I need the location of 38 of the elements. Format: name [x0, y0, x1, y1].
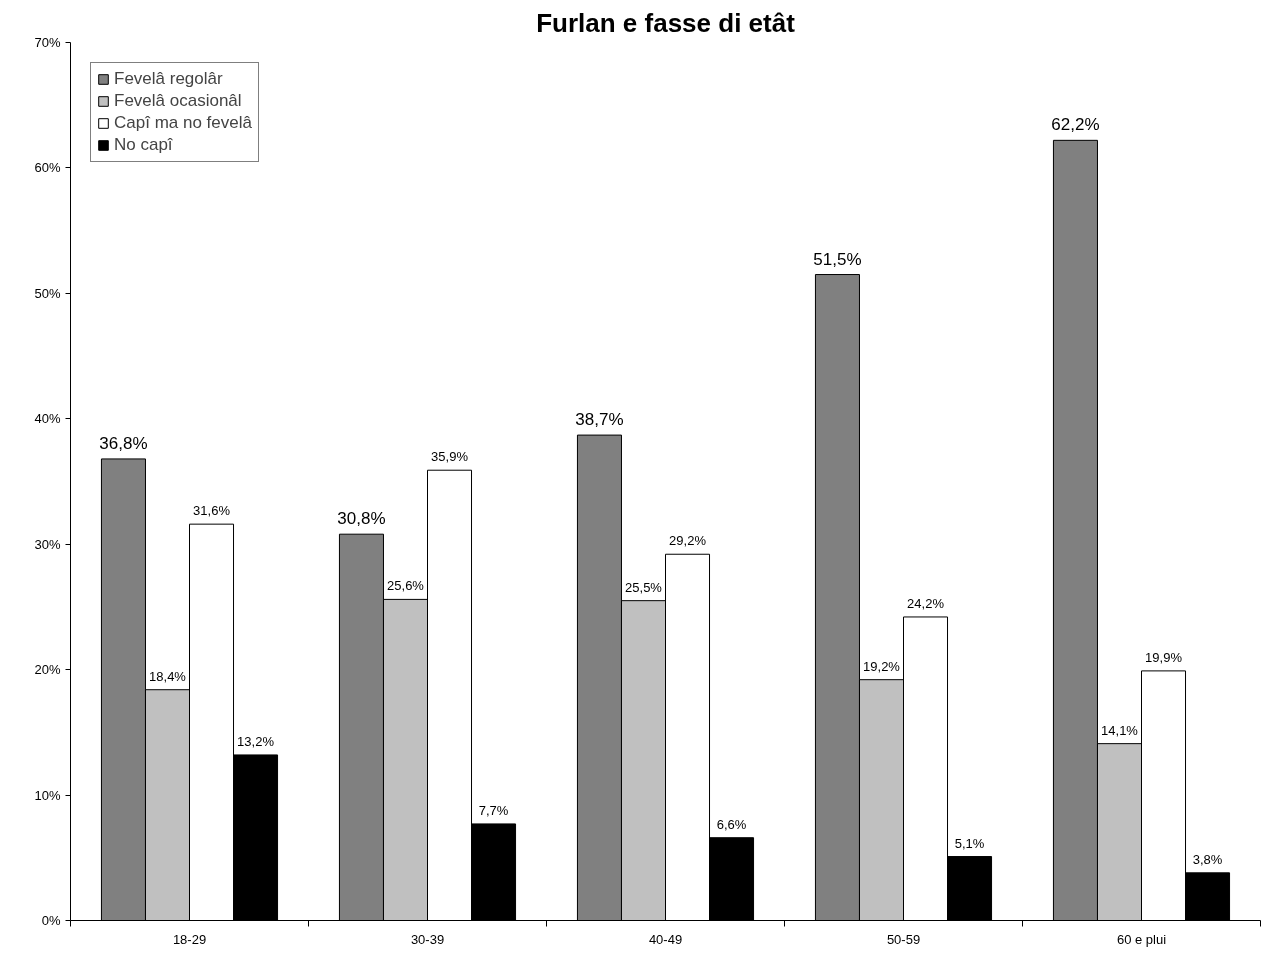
data-label: 7,7%: [478, 802, 509, 818]
data-label: 25,5%: [625, 579, 663, 595]
data-label: 24,2%: [907, 595, 945, 611]
data-label: 19,2%: [863, 658, 901, 674]
data-label: 5,1%: [954, 835, 985, 851]
legend-label: Capî ma no fevelâ: [114, 113, 252, 133]
legend-label: Fevelâ ocasionâl: [114, 91, 242, 111]
data-label: 18,4%: [149, 668, 187, 684]
y-tick-label: 60%: [34, 160, 61, 176]
data-label: 6,6%: [716, 816, 747, 832]
x-tick-label: 60 e plui: [1116, 931, 1167, 947]
data-label: 30,8%: [337, 509, 386, 529]
x-tick-label: 30-39: [410, 931, 445, 947]
y-tick-label: 30%: [34, 536, 61, 552]
y-tick-label: 40%: [34, 411, 61, 427]
data-label: 36,8%: [99, 433, 148, 453]
data-label: 19,9%: [1145, 649, 1183, 665]
y-tick-label: 10%: [34, 787, 61, 803]
legend-label: No capî: [114, 135, 173, 155]
data-label: 14,1%: [1101, 722, 1139, 738]
data-label: 31,6%: [193, 503, 231, 519]
data-label: 25,6%: [387, 578, 425, 594]
y-tick-label: 0%: [41, 913, 61, 928]
legend-label: Fevelâ regolâr: [114, 69, 223, 89]
data-label: 35,9%: [431, 449, 469, 465]
data-label: 29,2%: [669, 533, 707, 549]
x-tick-label: 18-29: [172, 931, 207, 947]
y-tick-label: 20%: [34, 662, 61, 678]
data-label: 3,8%: [1192, 851, 1223, 867]
x-tick-label: 40-49: [648, 931, 683, 947]
data-label: 38,7%: [575, 410, 624, 430]
y-tick-label: 70%: [34, 35, 61, 50]
x-tick-label: 50-59: [886, 931, 921, 947]
data-label: 13,2%: [237, 733, 275, 749]
data-label: 62,2%: [1051, 115, 1100, 135]
data-label: 51,5%: [813, 249, 862, 269]
chart-title: Furlan e fasse di etât: [536, 7, 796, 38]
y-tick-label: 50%: [34, 285, 61, 301]
